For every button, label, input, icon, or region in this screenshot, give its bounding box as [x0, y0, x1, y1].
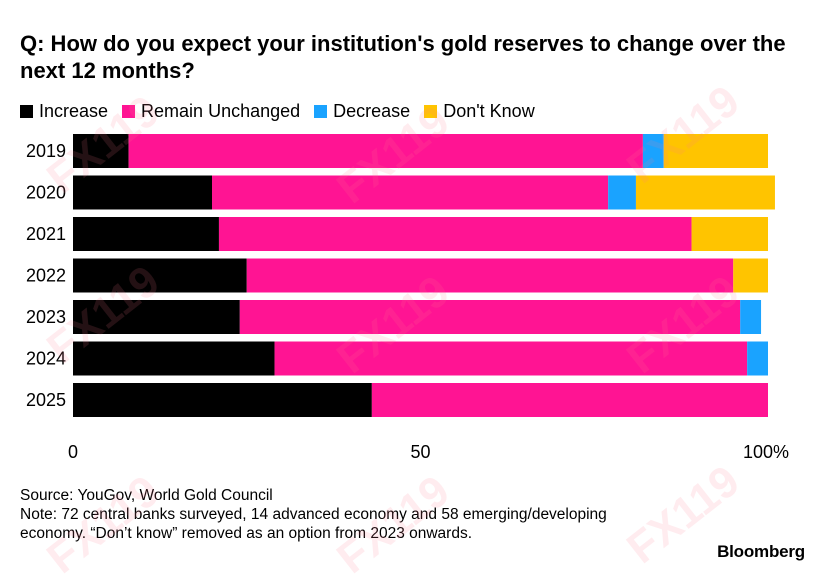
bar-2019-decrease — [642, 134, 664, 168]
x-tick-label-100: 100% — [743, 442, 789, 462]
bar-2022-increase — [73, 258, 247, 293]
bar-2019-remain-unchanged — [128, 134, 643, 168]
bar-2025-remain-unchanged — [371, 383, 768, 417]
bar-2021-don-t-know — [691, 217, 768, 251]
y-tick-label-2025: 2025 — [26, 390, 66, 410]
legend-item-remain-unchanged: Remain Unchanged — [122, 101, 300, 122]
note-text: Note: 72 central banks surveyed, 14 adva… — [20, 506, 607, 542]
bar-2023-decrease — [740, 300, 762, 334]
bloomberg-logo: Bloomberg — [717, 542, 805, 561]
bar-2023-increase — [73, 300, 240, 334]
y-tick-label-2023: 2023 — [26, 307, 66, 327]
legend-label: Remain Unchanged — [141, 100, 301, 121]
chart-title: Q: How do you expect your institution's … — [20, 31, 786, 83]
bar-2025-increase — [73, 383, 372, 417]
bar-2024-remain-unchanged — [274, 341, 748, 376]
chart-area: 2019 2020 2021 2022 2023 2024 2025 0 50 100% — [26, 134, 789, 462]
bar-2024-increase — [73, 341, 275, 376]
bar-2020-remain-unchanged — [212, 175, 609, 210]
legend-label: Increase — [39, 100, 109, 121]
legend-item-decrease: Decrease — [314, 101, 410, 122]
footer: Source: YouGov, World Gold Council Note:… — [20, 486, 620, 543]
y-tick-label-2024: 2024 — [26, 349, 66, 369]
source-text: Source: YouGov, World Gold Council — [20, 487, 273, 504]
y-tick-label-2022: 2022 — [26, 266, 66, 286]
legend-swatch — [122, 104, 136, 118]
bar-2023-remain-unchanged — [239, 300, 741, 334]
legend-item-increase: Increase — [20, 101, 108, 122]
bar-2022-remain-unchanged — [246, 258, 734, 293]
x-tick-label-0: 0 — [68, 442, 78, 462]
y-tick-label-2019: 2019 — [26, 141, 66, 161]
bar-2020-don-t-know — [635, 175, 775, 210]
bar-2020-increase — [73, 175, 212, 210]
legend-item-don-t-know: Don't Know — [424, 101, 535, 122]
x-tick-label-50: 50 — [410, 442, 430, 462]
legend: Increase Remain Unchanged Decrease Don't Kn… — [20, 101, 549, 121]
legend-swatch — [424, 104, 438, 118]
y-tick-label-2020: 2020 — [26, 183, 66, 203]
bar-2020-decrease — [608, 175, 636, 210]
legend-swatch — [314, 104, 328, 118]
bar-2019-increase — [73, 134, 129, 168]
bar-2019-don-t-know — [663, 134, 768, 168]
bar-2022-don-t-know — [733, 258, 768, 293]
bar-2024-decrease — [747, 341, 768, 376]
y-tick-label-2021: 2021 — [26, 224, 66, 244]
legend-label: Decrease — [333, 100, 411, 121]
bar-2021-increase — [73, 217, 219, 251]
bar-2021-remain-unchanged — [218, 217, 692, 251]
legend-label: Don't Know — [443, 100, 535, 121]
legend-swatch — [20, 104, 33, 118]
